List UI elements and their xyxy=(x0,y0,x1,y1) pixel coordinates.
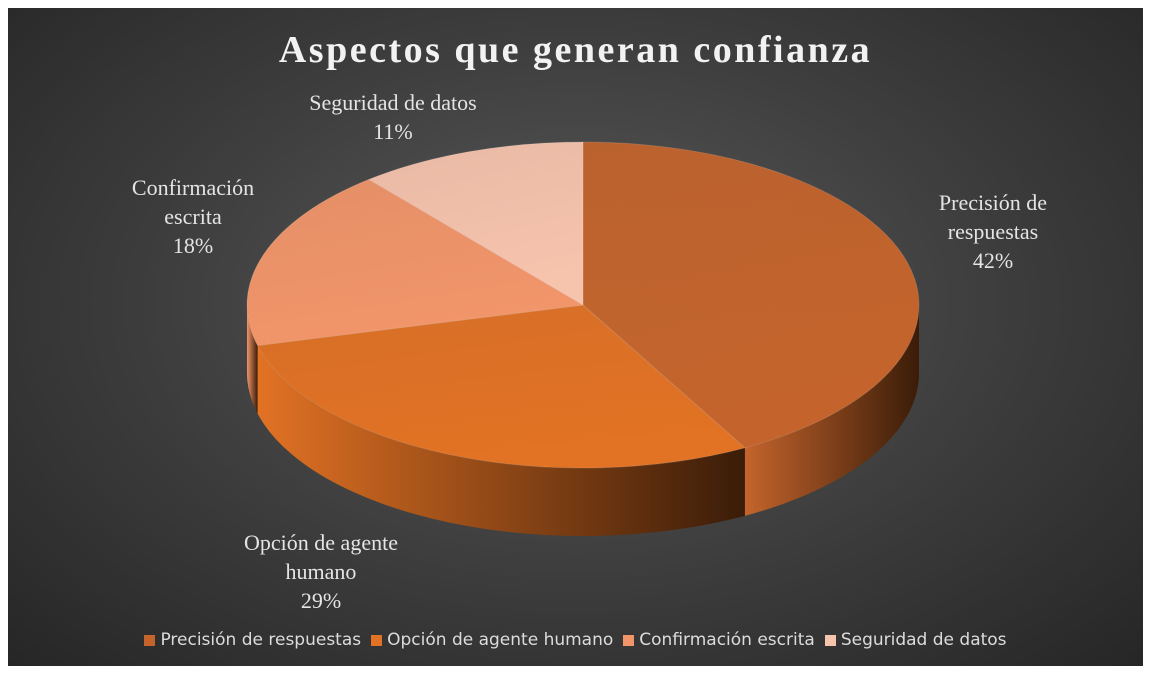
slice xyxy=(367,141,584,306)
slice xyxy=(256,304,746,536)
pie-area xyxy=(246,141,920,536)
legend-item: Opción de agente humano xyxy=(371,630,613,650)
data-label-category: Seguridad de datos xyxy=(309,90,477,115)
slice-top xyxy=(582,141,920,449)
data-label-value: 11% xyxy=(373,119,413,144)
legend-swatch xyxy=(824,634,836,646)
data-label: Confirmación escrita 18% xyxy=(118,173,268,260)
data-label-category: Precisión de respuestas xyxy=(938,190,1048,244)
data-label: Precisión de respuestas 42% xyxy=(918,188,1068,275)
legend-label: Precisión de respuestas xyxy=(160,630,362,650)
data-label-category: Opción de agente humano xyxy=(244,530,398,584)
legend-label: Seguridad de datos xyxy=(840,630,1007,650)
data-label-value: 29% xyxy=(300,588,342,613)
slice-side xyxy=(257,345,745,536)
slice-top xyxy=(256,304,746,469)
chart: Aspectos que generan confianza Precisión… xyxy=(8,8,1143,666)
legend-swatch xyxy=(623,634,635,646)
data-label: Opción de agente humano 29% xyxy=(216,528,426,615)
slice-side xyxy=(247,305,258,414)
legend-label: Confirmación escrita xyxy=(639,630,815,650)
slice-side xyxy=(744,305,920,516)
legend-item: Confirmación escrita xyxy=(623,630,815,650)
slice xyxy=(582,141,920,516)
legend-label: Opción de agente humano xyxy=(387,630,614,650)
legend-item: Seguridad de datos xyxy=(824,630,1007,650)
data-label-value: 42% xyxy=(972,248,1014,273)
slice xyxy=(246,178,585,414)
legend-swatch xyxy=(371,634,383,646)
slice-top xyxy=(367,141,584,306)
slice-top xyxy=(246,178,585,347)
chart-title: Aspectos que generan confianza xyxy=(278,29,873,71)
data-label-category: Confirmación escrita xyxy=(131,175,255,229)
legend: Precisión de respuestas Opción de agente … xyxy=(8,630,1143,650)
legend-swatch xyxy=(144,634,156,646)
data-label: Seguridad de datos 11% xyxy=(263,88,523,146)
legend-item: Precisión de respuestas xyxy=(144,630,361,650)
data-label-value: 18% xyxy=(172,233,214,258)
